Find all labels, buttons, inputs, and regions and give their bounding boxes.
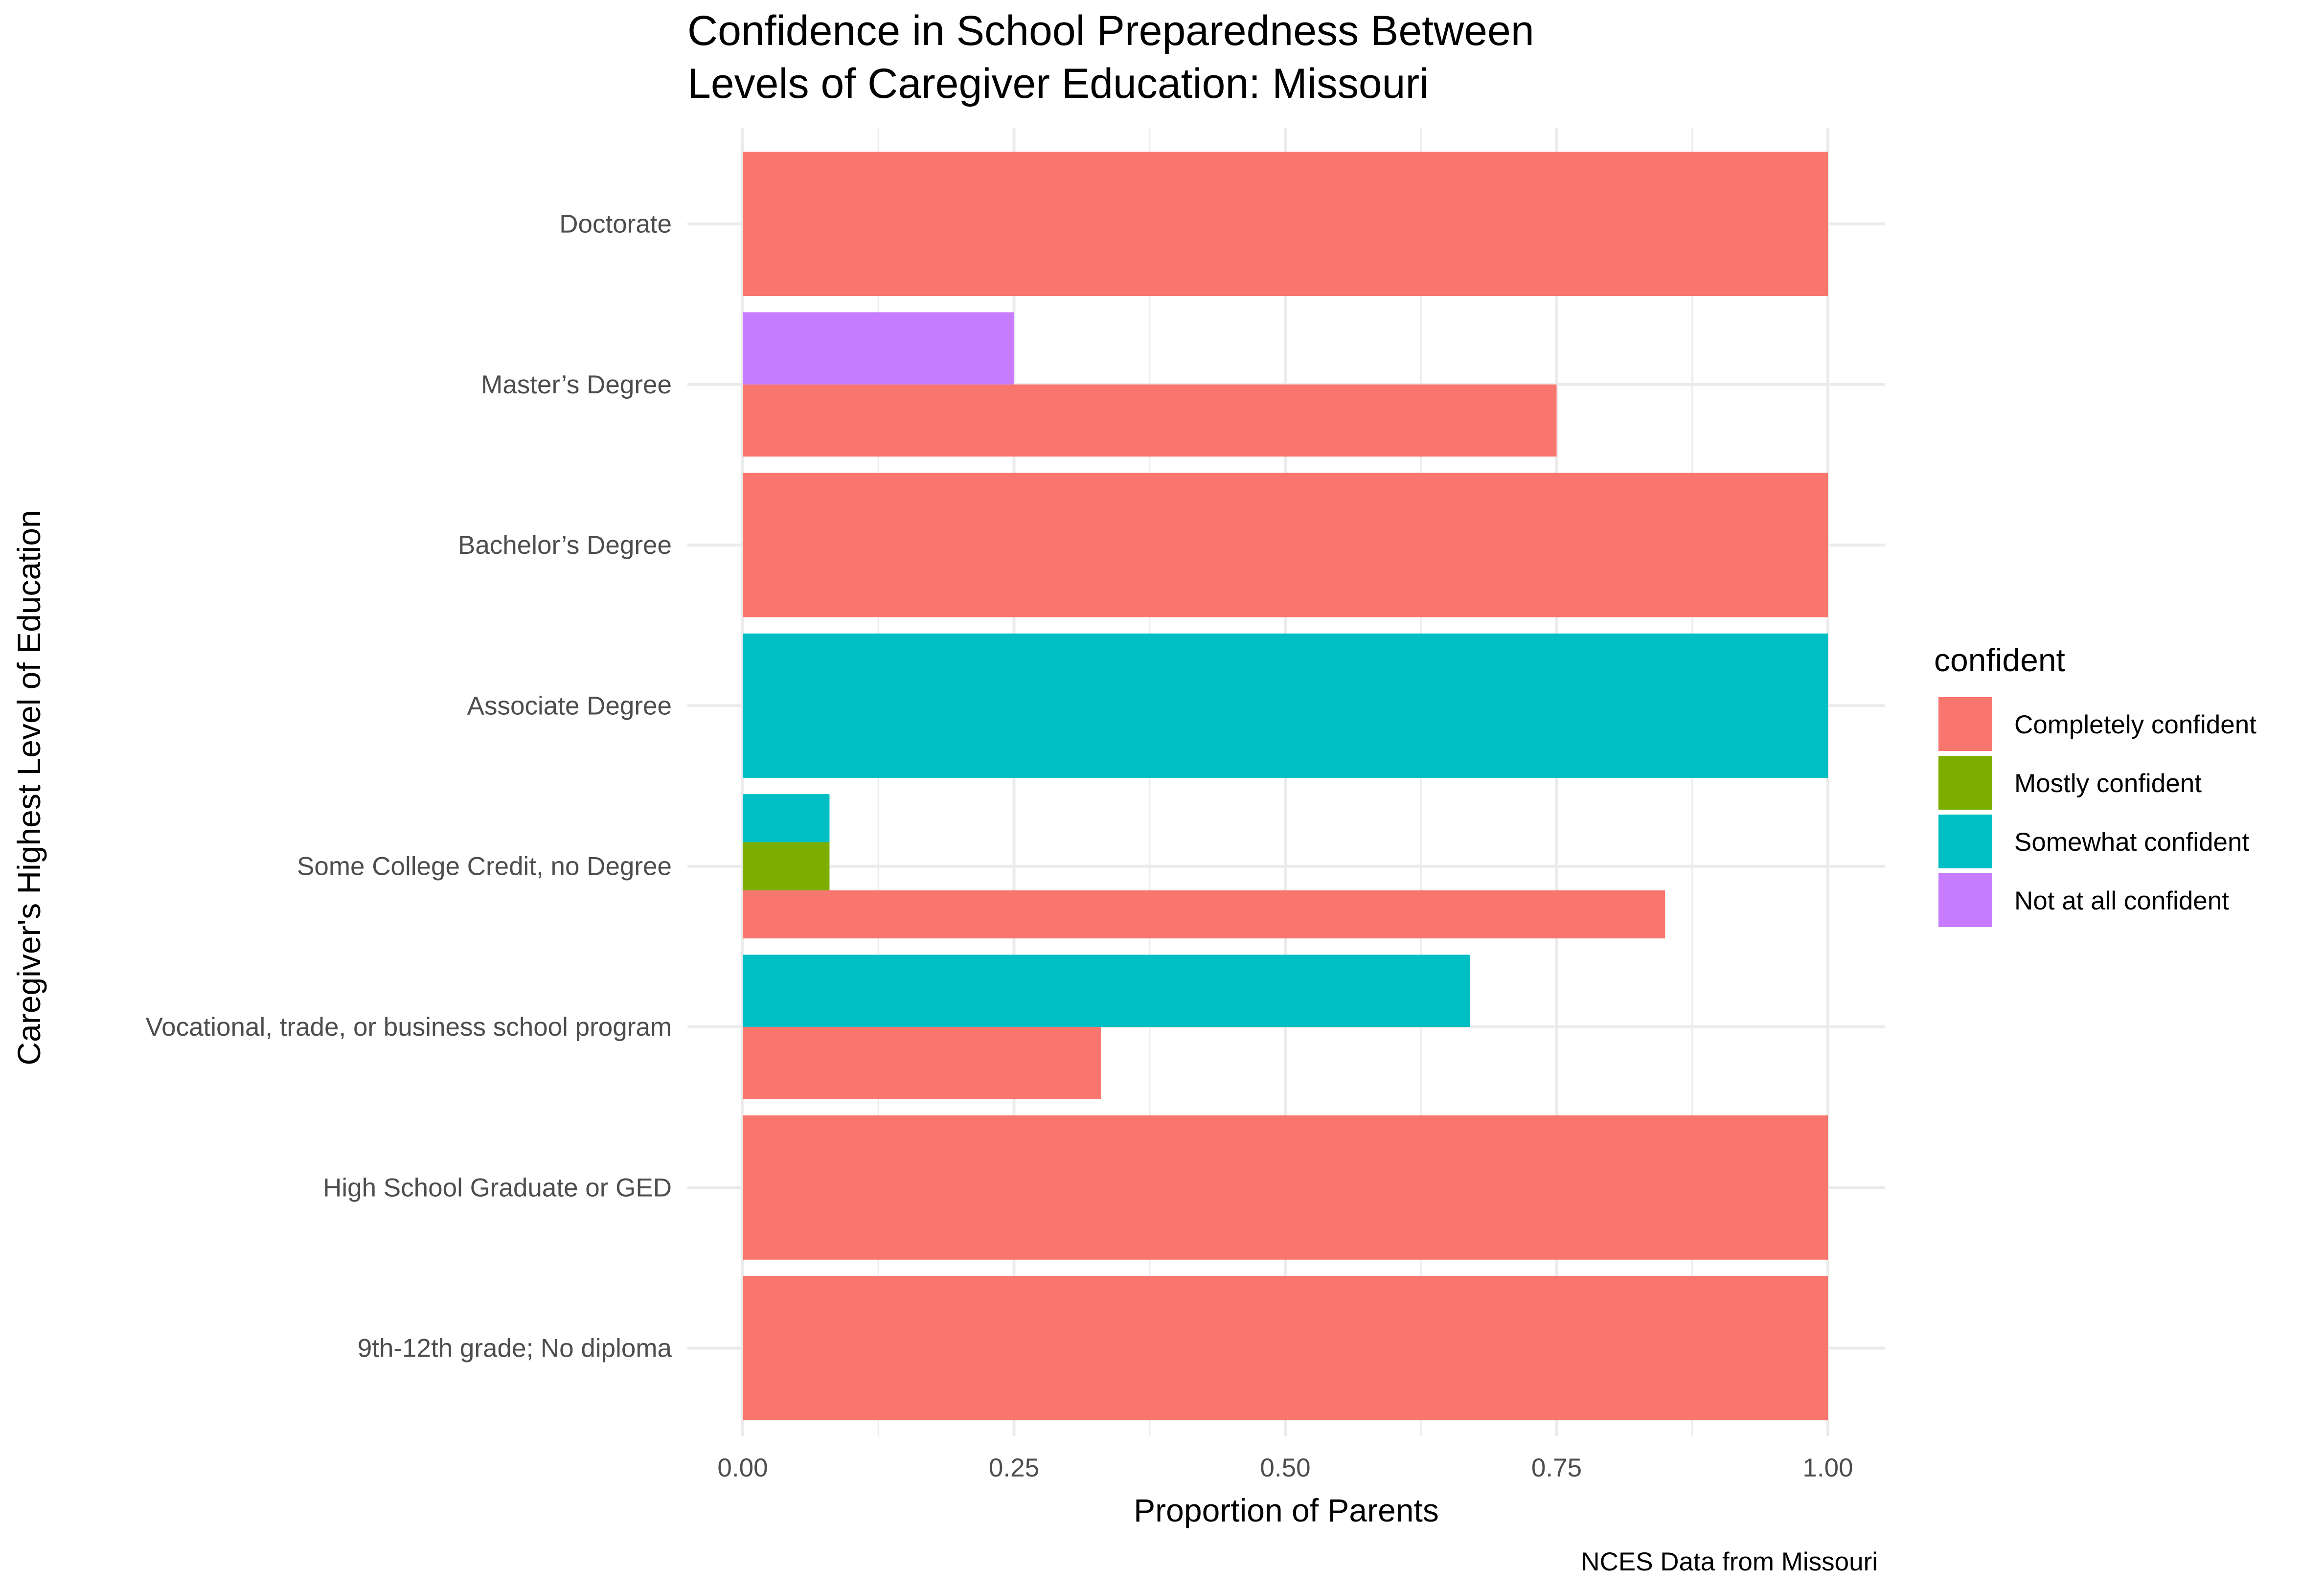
y-tick-label: High School Graduate or GED [323,1173,672,1202]
chart-caption: NCES Data from Missouri [1581,1547,1878,1576]
bar-series [743,152,1828,1421]
bar [743,384,1557,457]
legend-key [1938,756,1992,810]
legend-title: confident [1934,642,2065,678]
y-tick-label: Bachelor’s Degree [458,531,672,560]
bar [743,794,830,842]
x-axis-ticks: 0.00 0.25 0.50 0.75 1.00 [717,1454,1853,1482]
x-tick-label: 0.50 [1260,1454,1310,1482]
bar [743,1115,1828,1260]
bar [743,312,1014,385]
y-axis-ticks: Doctorate Master’s Degree Bachelor’s Degre… [146,210,672,1363]
chart-title-line-2: Levels of Caregiver Education: Missouri [687,60,1429,107]
x-tick-label: 1.00 [1802,1454,1853,1482]
bar [743,152,1828,296]
chart-title-line-1: Confidence in School Preparedness Betwee… [687,7,1534,54]
legend-label: Not at all confident [2014,886,2229,915]
x-tick-label: 0.75 [1531,1454,1582,1482]
y-tick-label: Associate Degree [467,691,672,720]
legend-key [1938,873,1992,927]
legend-label: Mostly confident [2014,769,2202,798]
y-axis-title: Caregiver's Highest Level of Education [11,510,47,1065]
bar [743,890,1665,939]
y-tick-label: 9th-12th grade; No diploma [358,1334,672,1363]
bar [743,1276,1828,1421]
bar [743,473,1828,617]
y-tick-label: Some College Credit, no Degree [297,852,672,881]
x-tick-label: 0.00 [717,1454,768,1482]
bar [743,1027,1101,1099]
legend: confident Completely confident Mostly con… [1934,642,2256,927]
x-tick-label: 0.25 [989,1454,1039,1482]
bar [743,954,1470,1027]
legend-key [1938,815,1992,868]
y-tick-label: Master’s Degree [481,370,672,399]
y-tick-label: Vocational, trade, or business school pr… [146,1013,672,1042]
legend-items: Completely confident Mostly confident Some… [1938,697,2256,927]
bar [743,842,830,890]
y-tick-label: Doctorate [559,210,672,239]
x-axis-title: Proportion of Parents [1134,1492,1439,1528]
legend-label: Completely confident [2014,710,2256,739]
legend-key [1938,697,1992,751]
legend-label: Somewhat confident [2014,828,2250,857]
bar [743,633,1828,778]
